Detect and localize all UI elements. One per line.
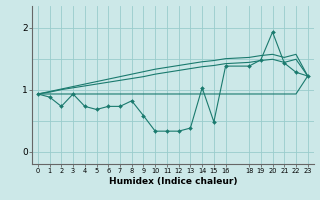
X-axis label: Humidex (Indice chaleur): Humidex (Indice chaleur) (108, 177, 237, 186)
